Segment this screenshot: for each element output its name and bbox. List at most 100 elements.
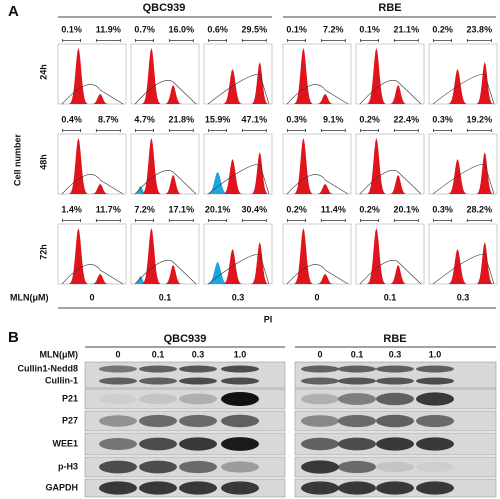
gate-bracket xyxy=(466,39,492,42)
histogram-frame xyxy=(130,133,200,195)
dose-value: 0.3 xyxy=(232,292,245,302)
band xyxy=(139,377,177,385)
fit-outline xyxy=(134,170,197,195)
group-label: QBC939 xyxy=(164,333,207,345)
percent-label: 21.8% xyxy=(169,114,195,124)
g1-peak xyxy=(223,249,242,284)
percent-label: 11.9% xyxy=(96,24,121,34)
percent-label: 0.2% xyxy=(286,204,307,214)
fit-outline xyxy=(359,80,422,105)
gate-bracket xyxy=(168,219,194,222)
protein-label: P27 xyxy=(62,415,78,425)
band xyxy=(139,460,177,474)
g1-peak xyxy=(142,228,161,284)
group-label: RBE xyxy=(383,333,406,345)
g2-peak xyxy=(251,152,268,194)
dose-value: 0 xyxy=(314,292,319,302)
dose-value: 0 xyxy=(89,292,94,302)
gate-bracket xyxy=(360,129,379,132)
band xyxy=(221,437,259,451)
g1-peak xyxy=(69,228,88,284)
g1-peak xyxy=(142,138,161,194)
percent-label: 11.4% xyxy=(321,204,346,214)
percent-label: 0.4% xyxy=(61,114,82,124)
dose-label: MLN(μM) xyxy=(10,292,49,302)
y-axis-label: Cell number xyxy=(12,134,22,187)
percent-label: 28.2% xyxy=(467,204,493,214)
histogram-frame xyxy=(57,133,127,195)
protein-label: P21 xyxy=(62,393,78,403)
gate-bracket xyxy=(433,129,452,132)
histogram-frame xyxy=(130,223,200,285)
percent-label: 21.1% xyxy=(394,24,420,34)
g1-peak xyxy=(69,138,88,194)
band xyxy=(301,393,339,405)
gate-bracket xyxy=(287,129,306,132)
g2-peak xyxy=(390,175,407,194)
blot-background xyxy=(294,456,497,478)
band xyxy=(301,377,339,385)
gate-bracket xyxy=(393,39,419,42)
row-label: 24h xyxy=(38,64,48,80)
gate-bracket xyxy=(62,219,81,222)
g2-peak xyxy=(476,62,493,104)
g1-peak xyxy=(69,48,88,104)
percent-label: 0.3% xyxy=(286,114,307,124)
fit-outline xyxy=(432,163,495,195)
percent-label: 0.1% xyxy=(359,24,380,34)
fit-outline xyxy=(61,174,124,195)
band xyxy=(179,377,217,385)
g2-peak xyxy=(390,265,407,284)
gate-bracket xyxy=(360,39,379,42)
gate-bracket xyxy=(241,129,267,132)
band xyxy=(301,437,339,451)
percent-label: 0.1% xyxy=(61,24,82,34)
gate-bracket xyxy=(287,219,306,222)
group-label: RBE xyxy=(378,2,401,14)
dose-value: 0.3 xyxy=(192,349,205,359)
percent-label: 0.2% xyxy=(359,204,380,214)
band xyxy=(221,377,259,385)
percent-label: 0.3% xyxy=(432,114,453,124)
sub-g1-area xyxy=(207,172,228,194)
g2-peak xyxy=(251,242,268,284)
percent-label: 7.2% xyxy=(323,24,344,34)
g1-peak xyxy=(294,138,313,194)
fit-outline xyxy=(61,84,124,105)
dose-value: 1.0 xyxy=(429,349,442,359)
band xyxy=(376,377,414,385)
band xyxy=(99,377,137,385)
percent-label: 23.8% xyxy=(467,24,493,34)
gate-bracket xyxy=(320,129,346,132)
g2-peak xyxy=(92,184,109,194)
histogram-frame xyxy=(130,43,200,105)
gate-bracket xyxy=(95,219,121,222)
g2-peak xyxy=(390,85,407,104)
band xyxy=(416,414,454,428)
band xyxy=(139,481,177,495)
gate-bracket xyxy=(62,39,81,42)
percent-label: 11.7% xyxy=(96,204,121,214)
panel-label: B xyxy=(8,329,19,346)
g2-peak xyxy=(165,265,182,284)
g2-peak xyxy=(317,274,334,284)
protein-label: p-H3 xyxy=(58,461,78,471)
percent-label: 22.4% xyxy=(394,114,420,124)
g1-peak xyxy=(223,159,242,194)
histogram-frame xyxy=(282,43,352,105)
band xyxy=(376,392,414,406)
gate-bracket xyxy=(466,219,492,222)
band xyxy=(338,414,376,428)
gate-bracket xyxy=(135,39,154,42)
fit-outline xyxy=(207,73,270,105)
fit-outline xyxy=(432,73,495,105)
protein-label: GAPDH xyxy=(45,482,78,492)
sub-g1-area xyxy=(134,276,147,284)
panel-label: A xyxy=(8,3,19,20)
gate-bracket xyxy=(320,39,346,42)
percent-label: 8.7% xyxy=(98,114,119,124)
percent-label: 19.2% xyxy=(467,114,493,124)
gate-bracket xyxy=(393,129,419,132)
percent-label: 47.1% xyxy=(242,114,268,124)
band xyxy=(416,365,454,373)
